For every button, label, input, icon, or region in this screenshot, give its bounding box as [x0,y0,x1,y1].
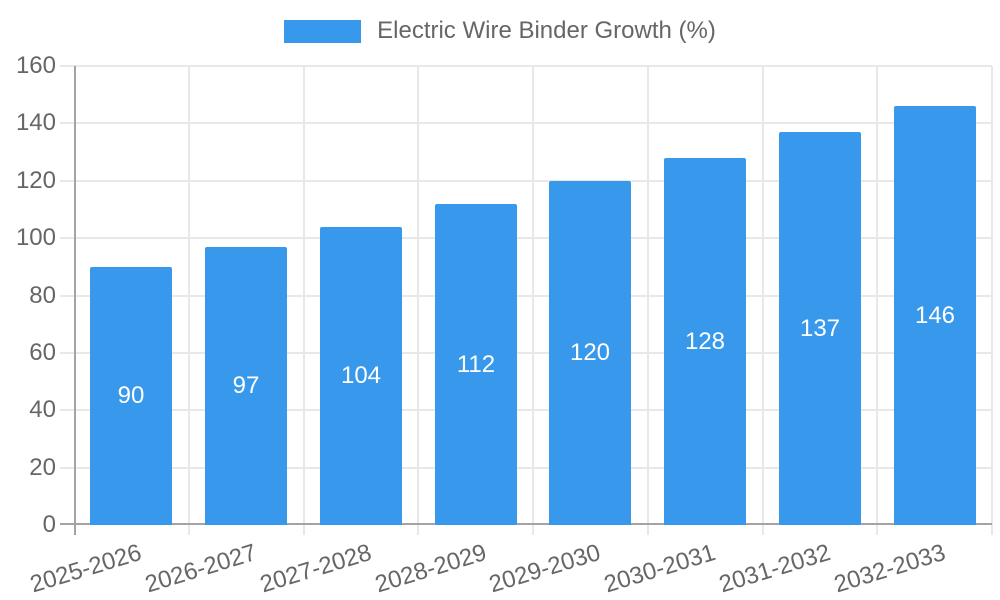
y-axis-tick-label: 80 [29,282,56,309]
bar-value-label: 97 [232,372,260,399]
y-gridline [60,409,992,411]
x-axis-tick-label: 2029-2030 [486,539,604,599]
y-gridline [60,65,992,67]
x-axis-tick-label: 2031-2032 [716,539,834,599]
bar[interactable]: 112 [435,204,517,525]
x-axis-tick-label: 2030-2031 [601,539,719,599]
x-axis-tick-label: 2032-2033 [831,539,949,599]
y-gridline [60,352,992,354]
y-gridline [60,467,992,469]
y-axis-tick-label: 160 [15,52,56,79]
bar-value-label: 120 [569,339,611,366]
y-axis-tick-label: 40 [29,396,56,423]
bar[interactable]: 104 [320,227,402,525]
bar[interactable]: 137 [779,132,861,525]
bar-value-label: 146 [914,301,956,329]
x-gridline [876,66,878,535]
x-gridline [303,66,305,535]
bar-value-label: 90 [117,382,145,409]
bar-value-label: 112 [456,350,496,378]
legend[interactable]: Electric Wire Binder Growth (%) [0,17,1000,45]
y-gridline [60,237,992,239]
y-axis-tick-label: 20 [29,454,56,481]
y-gridline [60,295,992,297]
bar[interactable]: 97 [205,247,287,525]
legend-swatch-icon [284,19,362,43]
bar[interactable]: 90 [90,267,172,525]
y-axis-tick-label: 140 [15,109,56,136]
bar-value-label: 137 [799,314,841,342]
bar[interactable]: 120 [549,181,631,525]
bar-value-label: 128 [684,327,726,355]
y-axis-tick-label: 120 [15,167,56,194]
x-gridline [991,66,993,535]
legend-label: Electric Wire Binder Growth (%) [377,17,716,44]
x-gridline [647,66,649,535]
bar-value-label: 104 [340,362,382,389]
y-gridline [60,180,992,182]
x-gridline [188,66,190,535]
x-axis-tick-label: 2026-2027 [142,539,260,599]
plot-area: 0 20 40 60 80 100 120 140 160 90 97 104 112 120 128 137… [16,52,993,598]
x-gridline [532,66,534,535]
y-axis-tick-label: 100 [15,224,56,251]
x-gridline [762,66,764,535]
y-axis-tick-label: 0 [42,511,56,538]
x-gridline [417,66,419,535]
y-axis-tick-label: 60 [29,339,56,366]
y-gridline [60,122,992,124]
x-axis-line [60,523,992,525]
x-axis-tick-label: 2025-2026 [27,539,145,599]
x-axis-tick-label: 2027-2028 [257,539,375,599]
bar[interactable]: 128 [664,158,746,525]
bar[interactable]: 146 [894,106,976,525]
y-axis-line [74,66,76,535]
x-axis-tick-label: 2028-2029 [372,539,490,599]
